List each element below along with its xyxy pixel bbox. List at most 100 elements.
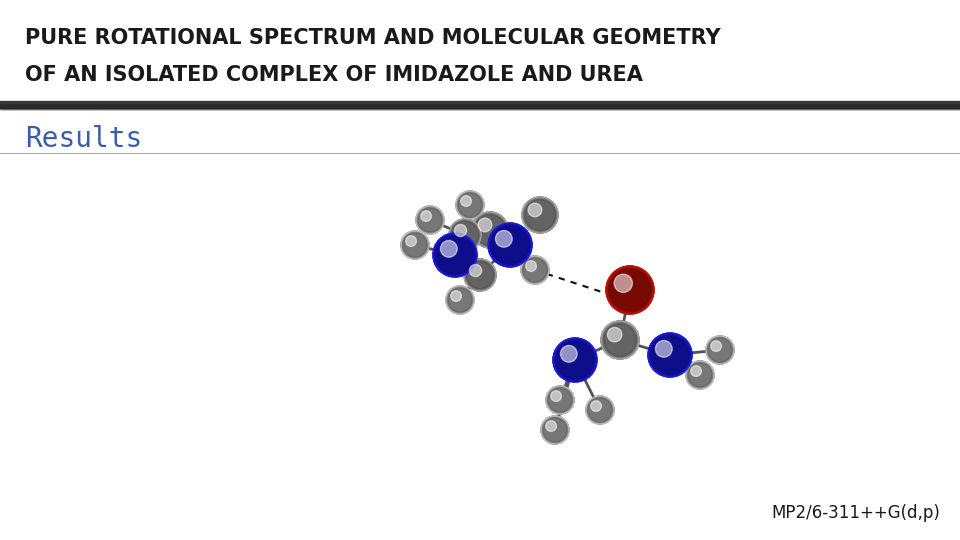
Circle shape xyxy=(468,204,471,206)
Circle shape xyxy=(527,261,543,279)
Circle shape xyxy=(616,277,643,303)
Circle shape xyxy=(468,203,472,207)
Circle shape xyxy=(574,359,576,361)
Circle shape xyxy=(556,396,564,404)
Circle shape xyxy=(620,280,639,300)
Circle shape xyxy=(420,210,440,230)
Circle shape xyxy=(688,363,712,387)
Circle shape xyxy=(698,373,702,377)
Circle shape xyxy=(551,427,559,434)
Circle shape xyxy=(459,299,462,301)
Circle shape xyxy=(450,221,479,249)
Circle shape xyxy=(562,347,588,373)
Circle shape xyxy=(550,390,570,410)
Circle shape xyxy=(457,192,483,218)
Circle shape xyxy=(466,261,494,289)
Circle shape xyxy=(611,271,649,309)
Circle shape xyxy=(709,340,731,361)
Circle shape xyxy=(541,416,569,444)
Circle shape xyxy=(591,402,609,418)
Circle shape xyxy=(693,368,707,382)
Circle shape xyxy=(453,253,457,257)
Circle shape xyxy=(589,400,611,421)
Circle shape xyxy=(588,397,612,423)
Circle shape xyxy=(591,401,609,419)
Circle shape xyxy=(449,220,480,251)
Circle shape xyxy=(606,326,635,354)
Circle shape xyxy=(532,267,539,273)
Circle shape xyxy=(603,323,637,357)
Circle shape xyxy=(474,269,486,281)
Circle shape xyxy=(466,260,494,290)
Circle shape xyxy=(690,365,709,385)
Circle shape xyxy=(435,235,475,275)
Circle shape xyxy=(525,260,544,280)
Circle shape xyxy=(567,352,583,368)
Circle shape xyxy=(457,192,483,218)
Circle shape xyxy=(561,346,577,362)
Circle shape xyxy=(500,235,520,255)
Circle shape xyxy=(454,225,467,237)
Circle shape xyxy=(554,429,557,431)
Circle shape xyxy=(556,341,594,380)
Circle shape xyxy=(708,338,732,362)
Circle shape xyxy=(608,328,633,353)
Circle shape xyxy=(527,262,542,278)
Circle shape xyxy=(524,199,556,231)
Circle shape xyxy=(593,404,607,416)
Circle shape xyxy=(521,256,549,284)
Circle shape xyxy=(629,289,632,291)
Circle shape xyxy=(716,347,724,354)
Circle shape xyxy=(439,239,471,272)
Circle shape xyxy=(523,198,557,232)
Circle shape xyxy=(424,214,436,226)
Circle shape xyxy=(653,338,687,373)
Circle shape xyxy=(545,421,557,431)
Circle shape xyxy=(706,336,734,364)
Circle shape xyxy=(609,329,632,352)
Circle shape xyxy=(609,269,651,311)
Circle shape xyxy=(551,391,569,409)
Circle shape xyxy=(468,264,492,286)
Circle shape xyxy=(551,426,559,434)
Circle shape xyxy=(590,401,601,411)
Circle shape xyxy=(546,421,564,439)
Circle shape xyxy=(568,353,582,367)
Circle shape xyxy=(558,342,592,377)
Circle shape xyxy=(477,272,483,278)
Circle shape xyxy=(719,349,721,350)
Circle shape xyxy=(493,228,526,261)
Circle shape xyxy=(708,338,732,362)
Circle shape xyxy=(650,335,690,375)
Circle shape xyxy=(472,212,508,248)
Circle shape xyxy=(489,228,492,232)
Circle shape xyxy=(651,336,688,374)
Circle shape xyxy=(457,296,464,303)
Circle shape xyxy=(458,193,483,218)
Circle shape xyxy=(464,233,467,237)
Circle shape xyxy=(547,422,563,438)
Circle shape xyxy=(598,408,602,412)
Circle shape xyxy=(556,341,593,379)
Circle shape xyxy=(694,369,707,381)
Circle shape xyxy=(610,269,651,310)
Circle shape xyxy=(451,292,468,308)
Circle shape xyxy=(427,217,433,223)
Circle shape xyxy=(689,364,710,386)
Circle shape xyxy=(428,219,431,221)
Circle shape xyxy=(501,236,518,254)
Circle shape xyxy=(435,235,475,275)
Circle shape xyxy=(539,213,541,217)
Circle shape xyxy=(462,197,478,213)
Circle shape xyxy=(452,292,468,308)
Circle shape xyxy=(547,387,572,413)
Circle shape xyxy=(423,213,437,227)
Circle shape xyxy=(608,268,652,312)
Circle shape xyxy=(696,371,705,379)
Circle shape xyxy=(402,232,428,258)
Circle shape xyxy=(548,423,562,437)
Circle shape xyxy=(551,391,562,401)
Circle shape xyxy=(487,226,493,234)
Circle shape xyxy=(469,265,482,276)
Circle shape xyxy=(711,341,729,359)
